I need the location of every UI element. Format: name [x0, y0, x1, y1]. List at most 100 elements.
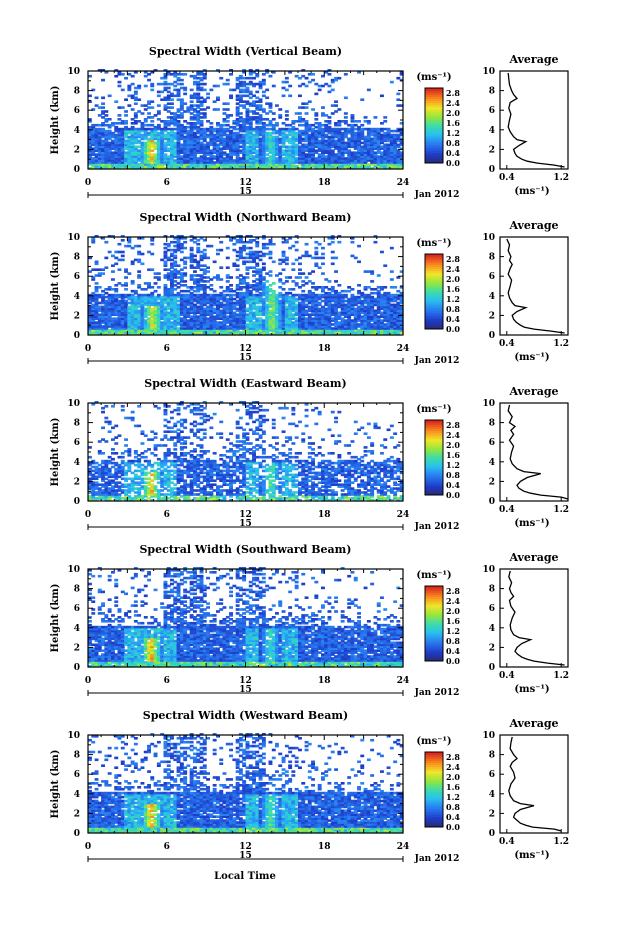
colorbar-segment — [425, 810, 443, 813]
colorbar-segment — [425, 619, 443, 622]
profile-frame — [499, 236, 569, 336]
profile-x-tick-label: 1.2 — [553, 173, 569, 183]
profile-y-tick-label: 0 — [489, 663, 495, 673]
colorbar-segment — [425, 420, 443, 423]
y-tick-label: 2 — [74, 809, 80, 819]
colorbar-tick-label: 2.8 — [446, 254, 460, 264]
colorbar-segment — [425, 88, 443, 91]
colorbar-tick-label: 2.4 — [446, 430, 460, 440]
date-label: Jan 2012 — [414, 190, 460, 200]
colorbar-segment — [425, 633, 443, 637]
colorbar-segment — [425, 459, 443, 463]
colorbar-segment — [425, 258, 443, 261]
colorbar-frame — [424, 253, 444, 330]
y-tick-label: 10 — [67, 731, 80, 741]
colorbar-tick-label: 2.0 — [446, 606, 460, 616]
day-label: 15 — [239, 685, 252, 695]
profile-xlabel: (ms⁻¹) — [514, 352, 549, 363]
colorbar-segment — [425, 326, 443, 330]
profile-x-tick-label: 1.2 — [553, 671, 569, 681]
colorbar-segment — [425, 436, 443, 440]
x-tick-label: 24 — [397, 842, 410, 852]
profile-y-tick-label: 10 — [482, 67, 495, 77]
y-tick-label: 2 — [74, 311, 80, 321]
y-tick-label: 8 — [74, 87, 80, 97]
colorbar-tick-label: 1.6 — [446, 782, 460, 792]
profile-y-tick-label: 4 — [489, 126, 495, 136]
colorbar-segment — [425, 650, 443, 654]
colorbar-unit: (ms⁻¹) — [416, 238, 451, 249]
x-tick-label: 6 — [164, 676, 170, 686]
colorbar-segment — [425, 108, 443, 112]
colorbar-frame — [424, 585, 444, 662]
profile-xlabel: (ms⁻¹) — [514, 850, 549, 861]
colorbar-segment — [425, 254, 443, 257]
panel-5: Spectral Width (Westward Beam)0246810Hei… — [50, 709, 569, 864]
colorbar-unit: (ms⁻¹) — [416, 736, 451, 747]
colorbar-segment — [425, 110, 443, 114]
colorbar-segment — [425, 764, 443, 768]
colorbar-segment — [425, 760, 443, 763]
x-tick-label: 24 — [397, 178, 410, 188]
colorbar-tick-label: 0.8 — [446, 470, 460, 480]
colorbar-segment — [425, 791, 443, 795]
profile-x-tick-label: 1.2 — [553, 837, 569, 847]
colorbar-tick-label: 0.4 — [446, 314, 460, 324]
profile-y-tick-label: 0 — [489, 497, 495, 507]
colorbar-segment — [425, 476, 443, 479]
profile-x-tick-label: 1.2 — [553, 339, 569, 349]
x-tick-label: 0 — [85, 178, 91, 188]
colorbar-segment — [425, 123, 443, 126]
x-tick-label: 6 — [164, 842, 170, 852]
profile-y-tick-label: 10 — [482, 399, 495, 409]
profile-y-tick-label: 6 — [489, 272, 495, 282]
colorbar-segment — [425, 266, 443, 270]
colorbar-segment — [425, 432, 443, 436]
colorbar-segment — [425, 812, 443, 815]
date-label: Jan 2012 — [414, 688, 460, 698]
colorbar-segment — [425, 783, 443, 786]
colorbar-segment — [425, 596, 443, 599]
colorbar-tick-label: 0.0 — [446, 656, 460, 666]
colorbar-segment — [425, 781, 443, 784]
day-label: 15 — [239, 187, 252, 197]
heatmap-cells — [88, 235, 404, 336]
colorbar-segment — [425, 472, 443, 475]
profile-y-tick-label: 6 — [489, 604, 495, 614]
x-tick-label: 6 — [164, 510, 170, 520]
y-tick-label: 0 — [74, 497, 80, 507]
colorbar-segment — [425, 799, 443, 803]
profile-title: Average — [508, 551, 558, 564]
y-tick-label: 10 — [67, 67, 80, 77]
colorbar-segment — [425, 793, 443, 797]
profile-y-tick-label: 6 — [489, 770, 495, 780]
colorbar-segment — [425, 787, 443, 790]
colorbar-segment — [425, 486, 443, 490]
colorbar-segment — [425, 606, 443, 610]
x-tick-label: 18 — [318, 842, 331, 852]
colorbar-segment — [425, 754, 443, 757]
colorbar-segment — [425, 308, 443, 311]
colorbar-segment — [425, 625, 443, 629]
x-tick-label: 12 — [239, 178, 252, 188]
profile-y-tick-label: 2 — [489, 643, 495, 653]
colorbar-tick-label: 0.4 — [446, 646, 460, 656]
colorbar-tick-label: 0.0 — [446, 324, 460, 334]
y-tick-label: 0 — [74, 331, 80, 341]
colorbar-segment — [425, 117, 443, 120]
colorbar-tick-label: 1.2 — [446, 128, 460, 138]
y-axis-label: Height (km) — [50, 418, 61, 487]
colorbar-segment — [425, 644, 443, 647]
y-tick-label: 6 — [74, 438, 80, 448]
colorbar-segment — [425, 291, 443, 295]
colorbar-segment — [425, 638, 443, 641]
x-tick-label: 0 — [85, 510, 91, 520]
colorbar-segment — [425, 92, 443, 95]
colorbar-segment — [425, 808, 443, 811]
colorbar-segment — [425, 617, 443, 620]
colorbar-segment — [425, 299, 443, 303]
day-label: 15 — [239, 519, 252, 529]
profile-title: Average — [508, 219, 558, 232]
profile-xlabel: (ms⁻¹) — [514, 186, 549, 197]
colorbar-tick-label: 1.2 — [446, 460, 460, 470]
